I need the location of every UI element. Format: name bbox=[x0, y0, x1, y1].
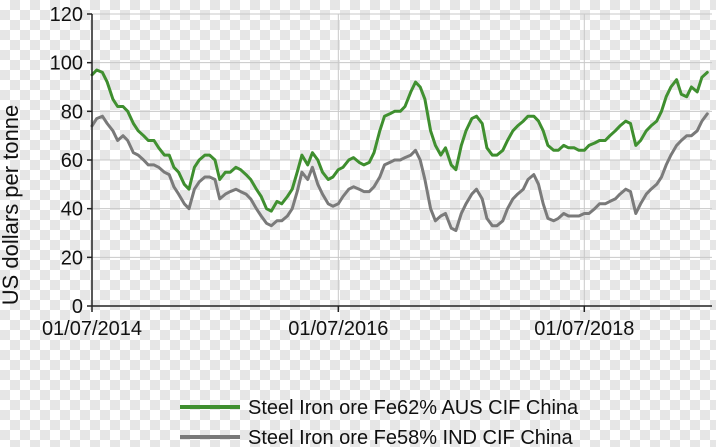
x-tick-label: 01/07/2014 bbox=[42, 318, 142, 340]
series-line-1 bbox=[90, 68, 709, 213]
legend: Steel Iron ore Fe62% AUS CIF China Steel … bbox=[180, 397, 579, 447]
y-tick-label: 100 bbox=[50, 53, 83, 75]
series-line-2 bbox=[90, 112, 709, 233]
y-tick-label: 80 bbox=[61, 101, 83, 123]
series-lines bbox=[90, 68, 709, 233]
x-tick-label: 01/07/2018 bbox=[534, 318, 634, 340]
y-axis-ticks: 0 20 40 60 80 100 120 bbox=[50, 4, 92, 318]
y-tick-label: 20 bbox=[61, 247, 83, 269]
y-axis-title: US dollars per tonne bbox=[0, 105, 23, 306]
x-axis-ticks: 01/07/2014 01/07/2016 01/07/2018 bbox=[42, 306, 634, 340]
y-tick-label: 120 bbox=[50, 4, 83, 26]
x-tick-label: 01/07/2016 bbox=[288, 318, 388, 340]
y-tick-label: 0 bbox=[72, 296, 83, 318]
y-tick-label: 60 bbox=[61, 150, 83, 172]
legend-label-1: Steel Iron ore Fe62% AUS CIF China bbox=[248, 397, 579, 419]
legend-label-2: Steel Iron ore Fe58% IND CIF China bbox=[248, 427, 573, 447]
y-tick-label: 40 bbox=[61, 199, 83, 221]
